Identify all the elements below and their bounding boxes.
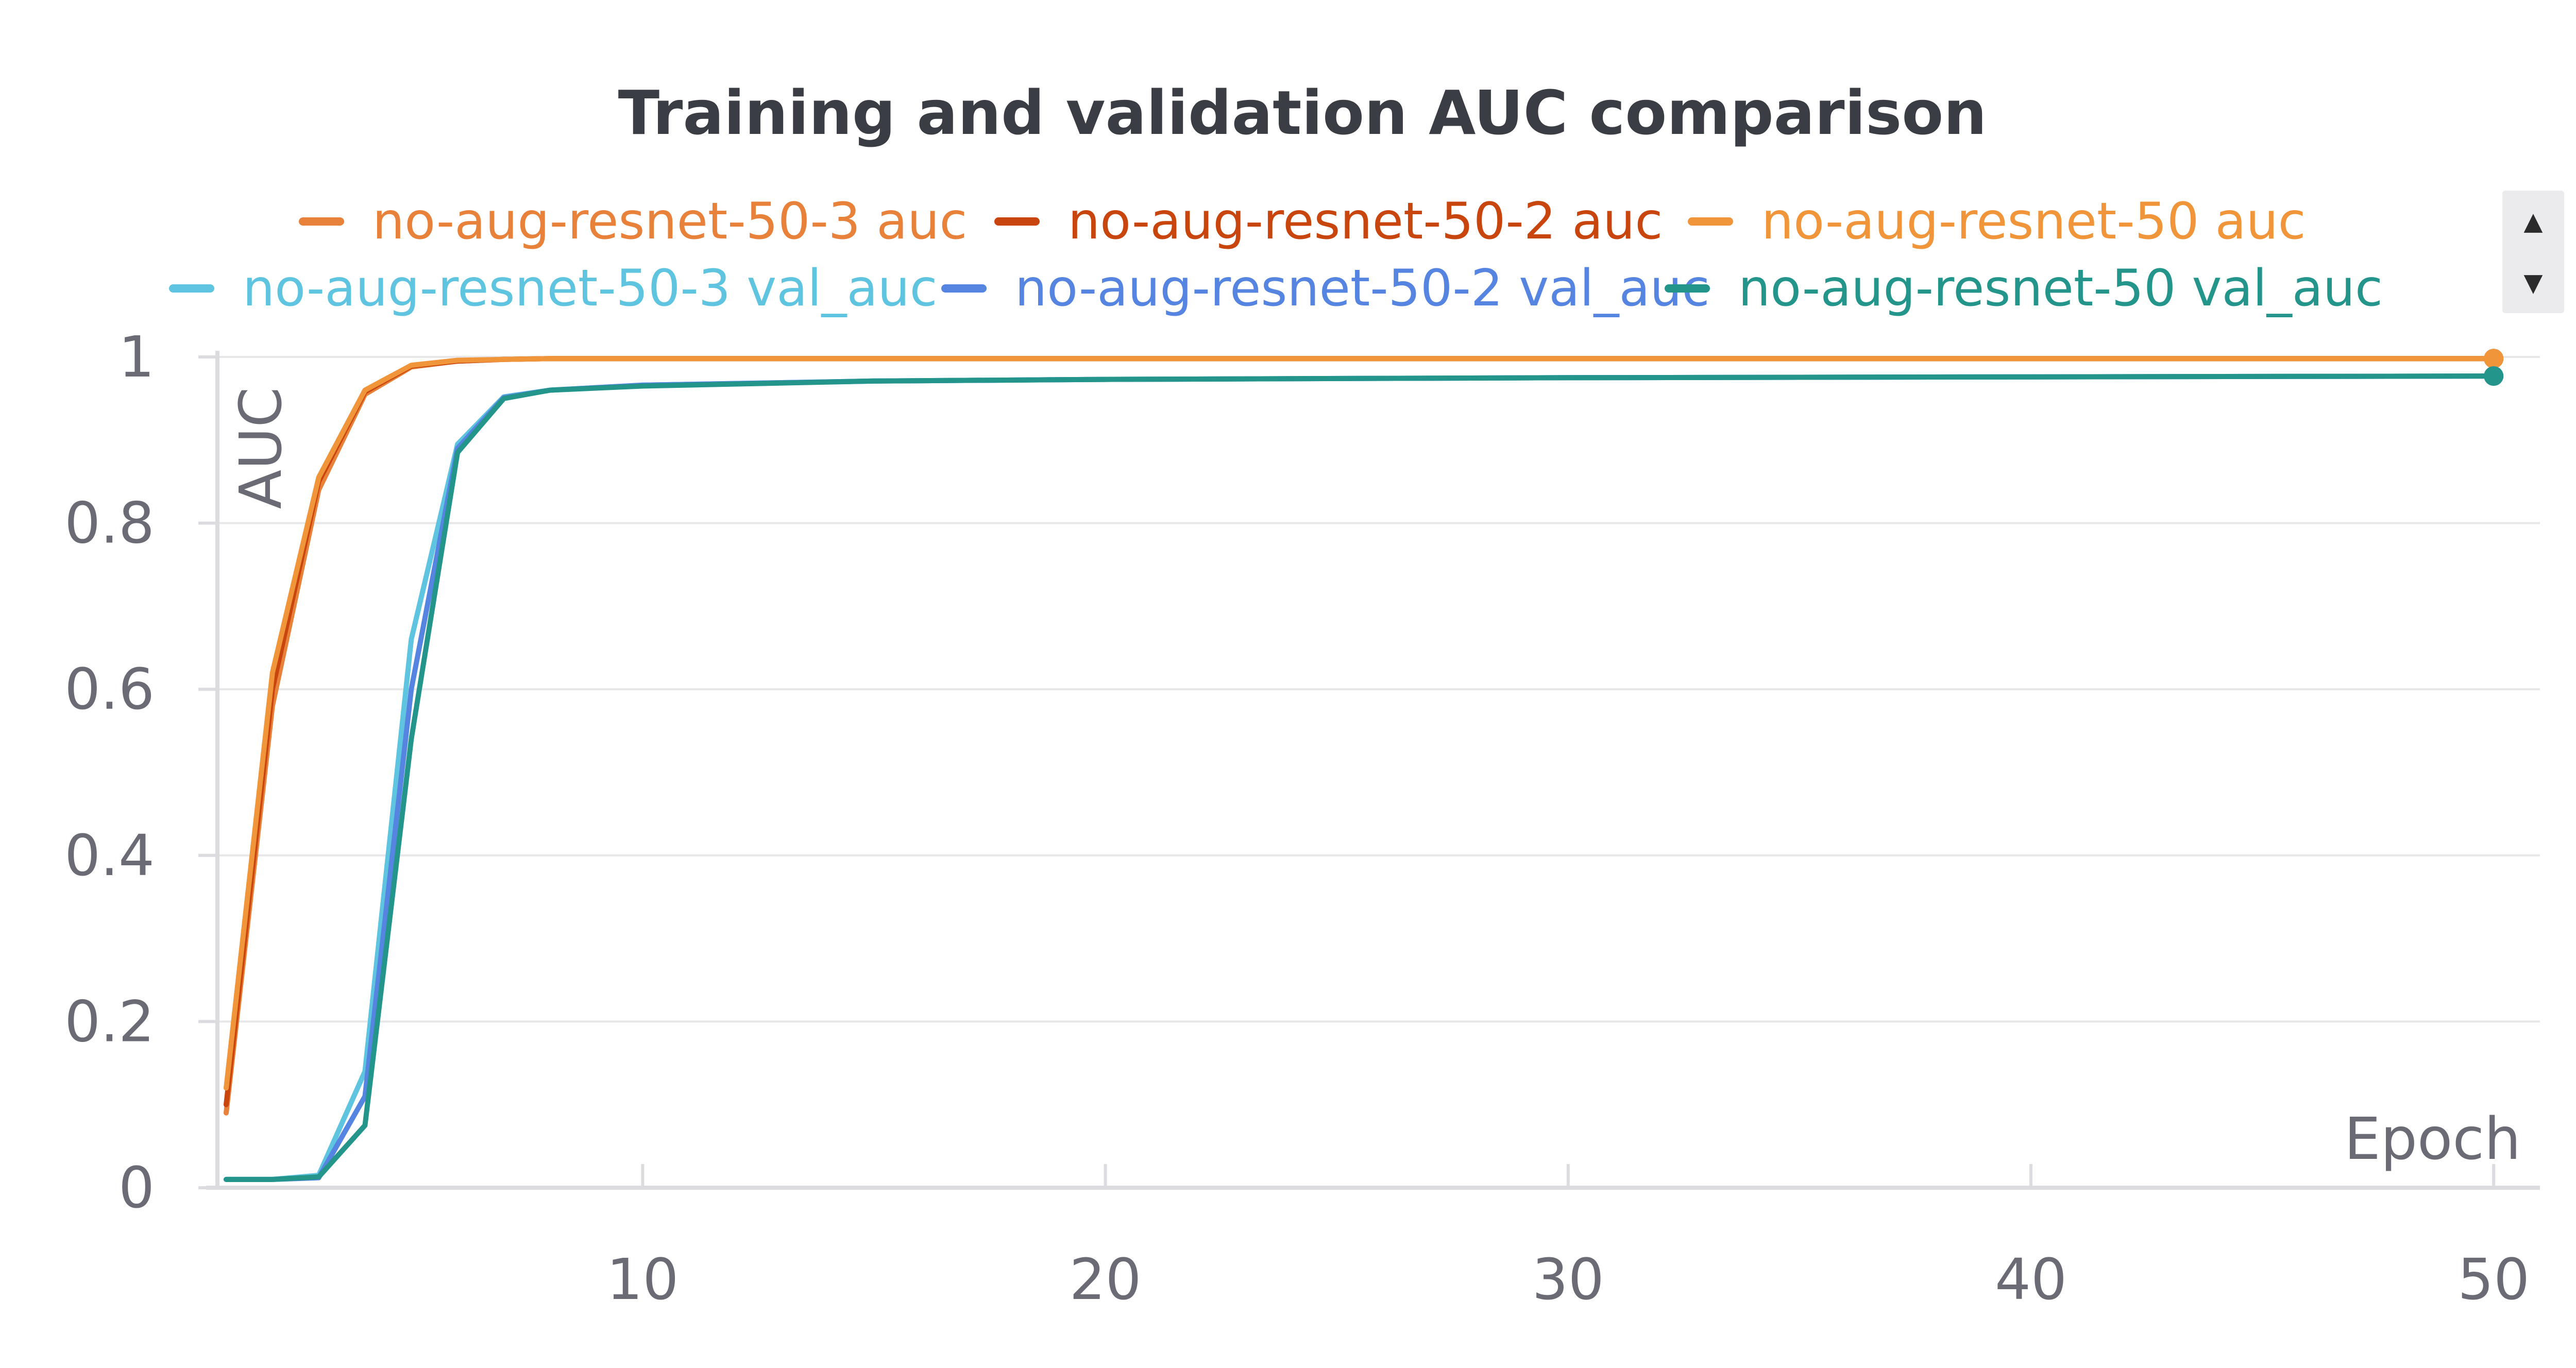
legend-item[interactable]: no-aug-resnet-50-3 val_auc — [169, 258, 938, 319]
chart-title: Training and validation AUC comparison — [618, 77, 1987, 148]
legend-label: no-aug-resnet-50-2 auc — [1068, 192, 1663, 251]
legend-label: no-aug-resnet-50-2 val_auc — [1015, 259, 1710, 318]
legend-scroll-control: ▲ ▼ — [2502, 191, 2564, 313]
legend-item[interactable]: no-aug-resnet-50-3 auc — [299, 191, 967, 252]
y-tick-label: 0.4 — [64, 823, 155, 888]
y-tick-label: 0.2 — [64, 988, 155, 1054]
x-tick-label: 30 — [1532, 1246, 1604, 1312]
triangle-up-icon: ▲ — [2523, 207, 2543, 236]
legend-swatch — [994, 217, 1040, 226]
legend-swatch — [1688, 217, 1733, 226]
y-axis-title: AUC — [228, 387, 295, 509]
legend-item[interactable]: no-aug-resnet-50-2 val_auc — [941, 258, 1710, 319]
y-tick-label: 0.8 — [64, 490, 155, 556]
series-end-marker-6 — [2484, 366, 2504, 386]
legend-label: no-aug-resnet-50 val_auc — [1738, 259, 2383, 318]
series-line-5 — [224, 373, 2497, 1182]
legend-label: no-aug-resnet-50-3 auc — [372, 192, 968, 251]
legend-scroll-down-button[interactable]: ▼ — [2502, 252, 2564, 313]
gridlines — [217, 356, 2540, 1023]
legend-item[interactable]: no-aug-resnet-50-2 auc — [994, 191, 1663, 252]
series-line-1 — [224, 356, 2497, 1116]
legend-swatch — [941, 284, 987, 293]
x-axis-title: Epoch — [2344, 1106, 2521, 1173]
series-line-6 — [224, 373, 2497, 1182]
y-tick-label: 1 — [118, 324, 155, 390]
series-end-marker-3 — [2484, 349, 2504, 369]
y-tick-label: 0 — [118, 1155, 155, 1221]
series-lines — [224, 349, 2504, 1182]
legend-swatch — [169, 284, 214, 293]
legend-label: no-aug-resnet-50-3 val_auc — [243, 259, 938, 318]
triangle-down-icon: ▼ — [2523, 268, 2543, 297]
series-line-2 — [224, 356, 2497, 1107]
axis-labels: 0 0.2 0.4 0.6 0.8 1 10 20 30 40 50 Epoch AUC — [64, 324, 2530, 1312]
legend-scroll-up-button[interactable]: ▲ — [2502, 191, 2564, 252]
legend-item[interactable]: no-aug-resnet-50 val_auc — [1665, 258, 2383, 319]
axes — [198, 351, 2540, 1190]
x-tick-label: 40 — [1995, 1246, 2067, 1312]
y-tick-label: 0.6 — [64, 656, 155, 722]
legend-swatch — [299, 217, 344, 226]
series-line-4 — [224, 373, 2497, 1182]
legend-item[interactable]: no-aug-resnet-50 auc — [1688, 191, 2306, 252]
series-line-3 — [224, 356, 2497, 1091]
x-tick-label: 50 — [2458, 1246, 2530, 1312]
x-tick-label: 10 — [606, 1246, 679, 1312]
x-tick-label: 20 — [1070, 1246, 1142, 1312]
legend-label: no-aug-resnet-50 auc — [1761, 192, 2306, 251]
legend-swatch — [1665, 284, 1710, 293]
